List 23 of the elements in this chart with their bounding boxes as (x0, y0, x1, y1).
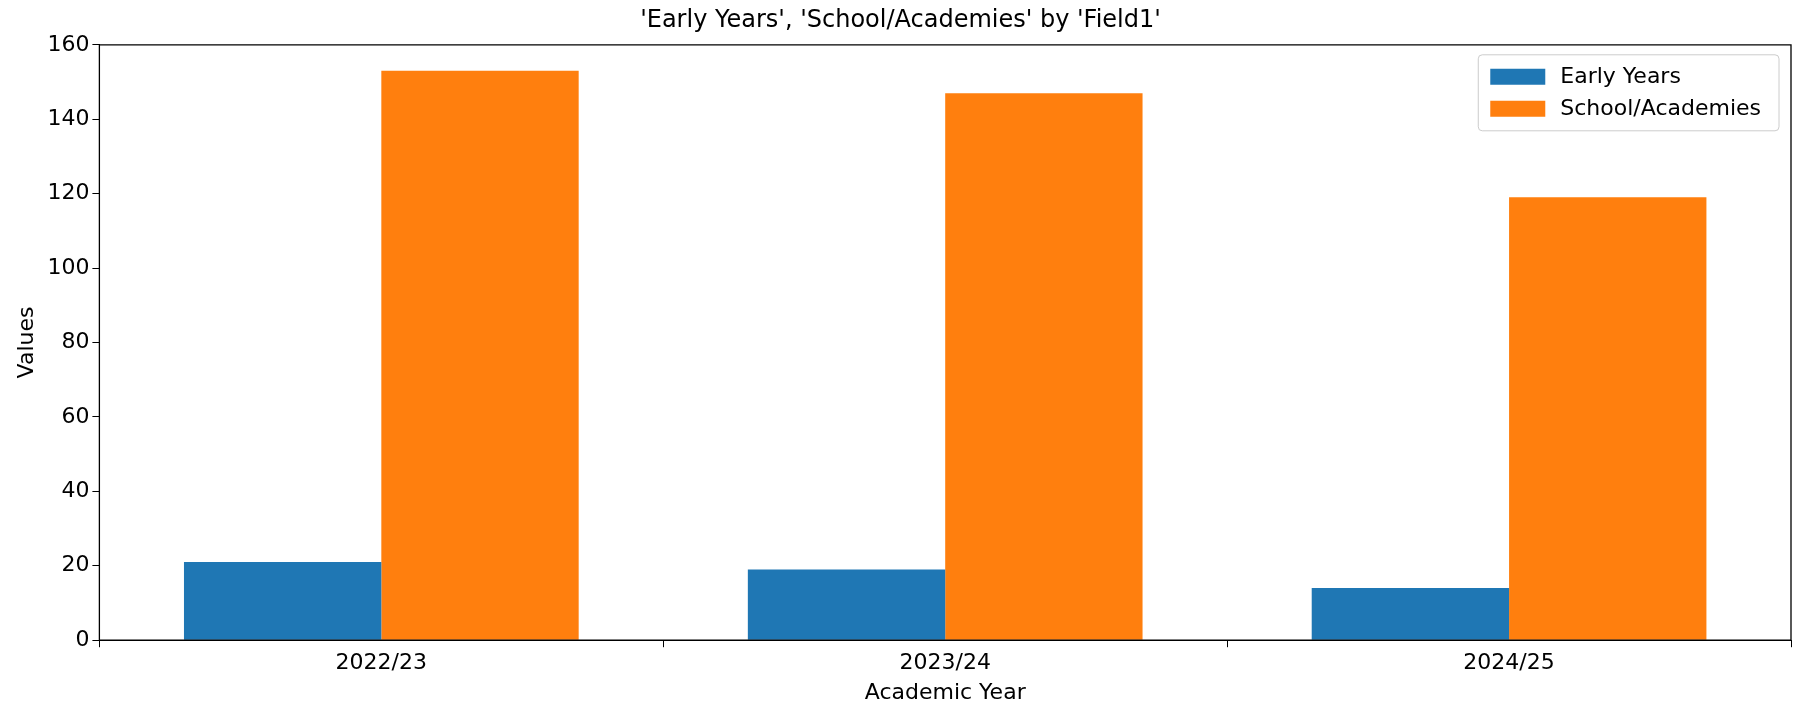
y-tick-label: 0 (75, 625, 90, 651)
bar (183, 562, 382, 640)
y-tick-label: 60 (61, 402, 90, 428)
bar (1509, 197, 1707, 640)
x-tick-label: 2022/23 (335, 649, 428, 675)
y-tick-label: 160 (47, 30, 90, 56)
bar (945, 93, 1143, 640)
y-tick-label: 120 (47, 179, 90, 205)
x-axis-title: Academic Year (864, 678, 1027, 704)
y-tick-label: 140 (47, 104, 90, 130)
y-tick-label: 80 (61, 328, 90, 354)
y-tick-label: 20 (61, 551, 90, 577)
y-axis-title: Values (12, 306, 38, 379)
x-tick-label: 2023/24 (899, 649, 991, 675)
bar (747, 569, 946, 640)
chart-title: 'Early Years', 'School/Academies' by 'Field1' (640, 4, 1161, 33)
legend-label: Early Years (1560, 62, 1681, 88)
bar (1311, 588, 1510, 640)
y-tick-label: 40 (61, 477, 90, 503)
y-tick-label: 100 (47, 253, 90, 279)
x-tick-label: 2024/25 (1463, 649, 1555, 675)
bar (381, 70, 579, 640)
legend-label: School/Academies (1560, 94, 1762, 120)
